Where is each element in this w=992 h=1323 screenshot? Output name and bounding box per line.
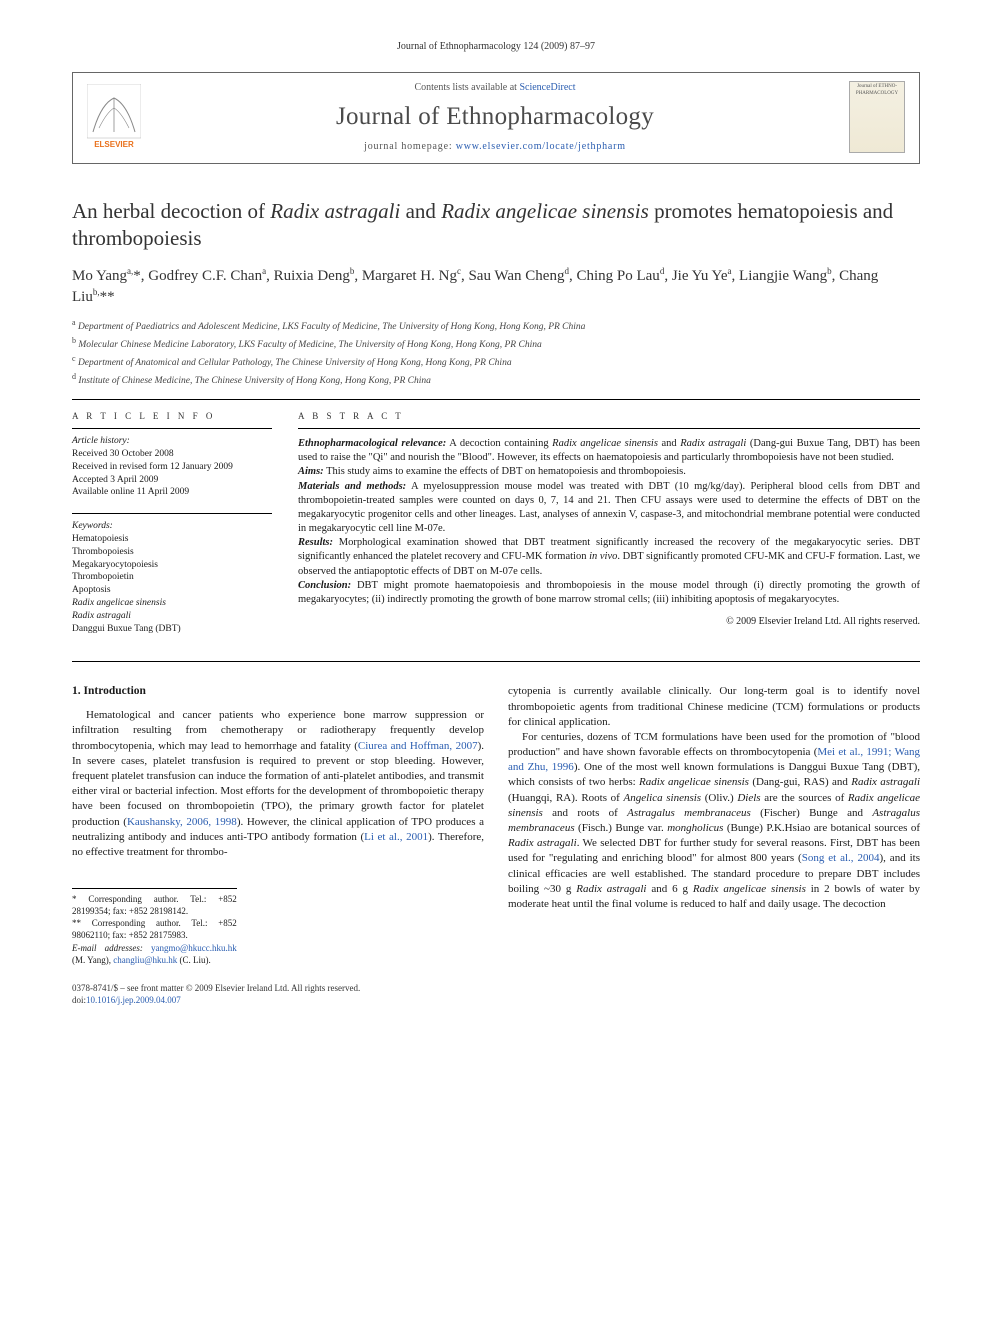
abstract-column: A B S T R A C T Ethnopharmacological rel… [298,410,920,650]
intro-para-1: Hematological and cancer patients who ex… [72,708,484,860]
contents-pre: Contents lists available at [414,82,519,93]
keyword: Megakaryocytopoiesis [72,559,272,572]
journal-cover-thumbnail: Journal of ETHNO-PHARMACOLOGY [849,81,905,153]
svg-text:ELSEVIER: ELSEVIER [94,140,134,149]
divider-top [72,399,920,400]
email-who-2: (C. Liu). [177,955,211,965]
corr-note-1: * Corresponding author. Tel.: +852 28199… [72,893,237,917]
article-title: An herbal decoction of Radix astragali a… [72,198,920,251]
doi-link[interactable]: 10.1016/j.jep.2009.04.007 [86,995,181,1005]
corresponding-footnotes: * Corresponding author. Tel.: +852 28199… [72,888,237,966]
keyword: Hematopoiesis [72,533,272,546]
front-matter-line: 0378-8741/$ – see front matter © 2009 El… [72,982,360,994]
intro-para-1-cont: cytopenia is currently available clinica… [508,684,920,730]
affiliations: a Department of Paediatrics and Adolesce… [72,317,920,389]
doi-line: doi:10.1016/j.jep.2009.04.007 [72,994,360,1006]
body-col-left: 1. Introduction Hematological and cancer… [72,684,484,965]
body-two-columns: 1. Introduction Hematological and cancer… [72,684,920,965]
journal-header-box: ELSEVIER Contents lists available at Sci… [72,72,920,165]
intro-para-2: For centuries, dozens of TCM formulation… [508,730,920,912]
corr-note-2: ** Corresponding author. Tel.: +852 9806… [72,917,237,941]
email-link-2[interactable]: changliu@hku.hk [113,955,177,965]
abstract-text: Ethnopharmacological relevance: A decoct… [298,437,920,607]
info-abstract-row: A R T I C L E I N F O Article history: R… [72,410,920,650]
homepage-pre: journal homepage: [364,141,456,152]
contents-available-line: Contents lists available at ScienceDirec… [155,81,835,95]
running-head: Journal of Ethnopharmacology 124 (2009) … [72,40,920,54]
abstract-label: A B S T R A C T [298,410,920,422]
affiliation-line: c Department of Anatomical and Cellular … [72,353,920,371]
article-info-label: A R T I C L E I N F O [72,410,272,422]
journal-name: Journal of Ethnopharmacology [155,100,835,134]
elsevier-logo: ELSEVIER [87,84,141,150]
keyword: Thrombopoiesis [72,546,272,559]
keywords-block: Keywords: HematopoiesisThrombopoiesisMeg… [72,520,272,635]
affiliation-line: a Department of Paediatrics and Adolesce… [72,317,920,335]
page-footer: 0378-8741/$ – see front matter © 2009 El… [72,982,920,1006]
keyword: Danggui Buxue Tang (DBT) [72,623,272,636]
footer-left: 0378-8741/$ – see front matter © 2009 El… [72,982,360,1006]
header-center: Contents lists available at ScienceDirec… [155,81,835,154]
keyword: Radix angelicae sinensis [72,597,272,610]
history-line: Received in revised form 12 January 2009 [72,461,272,474]
copyright-line: © 2009 Elsevier Ireland Ltd. All rights … [298,615,920,629]
divider-bottom [72,661,920,662]
doi-pre: doi: [72,995,86,1005]
history-label: Article history: [72,435,272,448]
keywords-label: Keywords: [72,520,272,533]
email-pre: E-mail addresses: [72,943,151,953]
email-link-1[interactable]: yangmo@hkucc.hku.hk [151,943,237,953]
keyword: Thrombopoietin [72,571,272,584]
keyword: Radix astragali [72,610,272,623]
history-line: Received 30 October 2008 [72,448,272,461]
article-info-column: A R T I C L E I N F O Article history: R… [72,410,272,650]
affiliation-line: b Molecular Chinese Medicine Laboratory,… [72,335,920,353]
article-history-block: Article history: Received 30 October 200… [72,435,272,499]
email-line: E-mail addresses: yangmo@hkucc.hku.hk (M… [72,942,237,966]
keyword: Apoptosis [72,584,272,597]
history-line: Available online 11 April 2009 [72,486,272,499]
journal-homepage-line: journal homepage: www.elsevier.com/locat… [155,140,835,154]
sciencedirect-link[interactable]: ScienceDirect [519,82,575,93]
affiliation-line: d Institute of Chinese Medicine, The Chi… [72,371,920,389]
email-who-1: (M. Yang), [72,955,113,965]
author-list: Mo Yanga,*, Godfrey C.F. Chana, Ruixia D… [72,265,920,308]
history-line: Accepted 3 April 2009 [72,474,272,487]
intro-heading: 1. Introduction [72,684,484,700]
journal-homepage-link[interactable]: www.elsevier.com/locate/jethpharm [456,141,626,152]
body-col-right: cytopenia is currently available clinica… [508,684,920,965]
